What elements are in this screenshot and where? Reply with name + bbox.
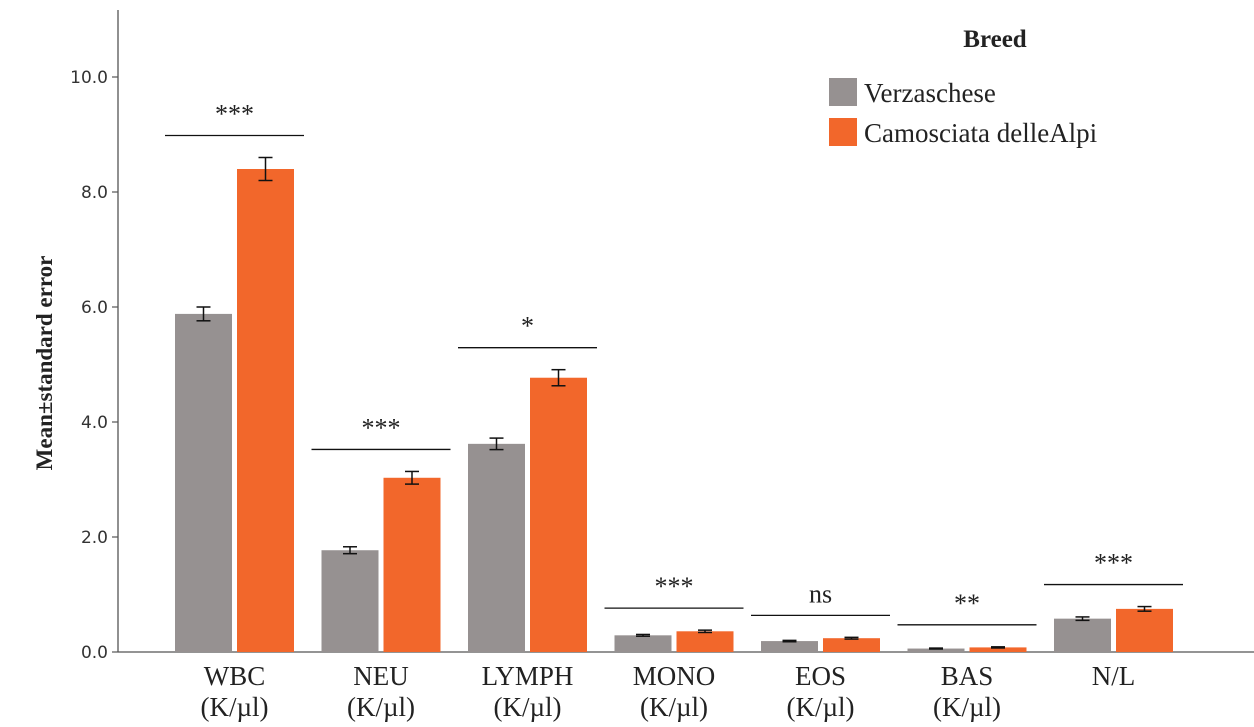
y-tick-label: 6.0 xyxy=(81,298,108,318)
y-axis-label: Mean±standard error xyxy=(32,256,57,471)
legend-title: Breed xyxy=(963,26,1027,53)
bar xyxy=(823,638,880,652)
category-unit-label: (K/µl) xyxy=(493,692,561,722)
category-label: EOS xyxy=(795,661,846,691)
y-tick-label: 4.0 xyxy=(81,413,108,433)
category-label: BAS xyxy=(941,661,994,691)
significance-label: * xyxy=(521,312,534,341)
bar xyxy=(614,635,672,652)
category-unit-label: (K/µl) xyxy=(200,692,268,722)
legend-swatch xyxy=(829,78,857,106)
bar xyxy=(907,648,965,652)
legend-label: Camosciata delleAlpi xyxy=(864,118,1097,148)
category-label: LYMPH xyxy=(482,661,574,691)
bar xyxy=(383,477,441,652)
bar xyxy=(761,641,818,652)
significance-annotations: ********** ns ***** xyxy=(165,100,1183,626)
significance-label: *** xyxy=(215,100,254,129)
category-unit-label: (K/µl) xyxy=(640,692,708,722)
category-label: MONO xyxy=(633,661,716,691)
category-unit-label: (K/µl) xyxy=(786,692,854,722)
category-label: WBC xyxy=(204,661,266,691)
category-label: NEU xyxy=(353,661,409,691)
bar xyxy=(321,550,379,652)
bar xyxy=(237,169,294,652)
legend-swatch xyxy=(829,118,857,146)
bar xyxy=(1054,618,1111,652)
legend-label: Verzaschese xyxy=(864,78,996,108)
significance-label: *** xyxy=(1094,549,1133,578)
significance-label: *** xyxy=(362,413,401,442)
bar xyxy=(969,647,1027,652)
category-label: N/L xyxy=(1092,661,1136,691)
bars xyxy=(175,169,1173,652)
significance-label: ns xyxy=(809,579,832,608)
error-bars xyxy=(196,156,1152,650)
category-labels: WBC(K/µl)NEU(K/µl)LYMPH(K/µl)MONO(K/µl)E… xyxy=(200,661,1135,722)
legend: Breed Verzaschese Camosciata delleAlpi xyxy=(829,26,1097,148)
category-unit-label: (K/µl) xyxy=(347,692,415,722)
y-tick-label: 2.0 xyxy=(81,528,108,548)
significance-label: *** xyxy=(655,572,694,601)
bar xyxy=(676,631,734,652)
bar xyxy=(468,443,525,652)
y-tick-label: 10.0 xyxy=(70,68,108,88)
bar xyxy=(530,377,587,652)
y-tick-label: 0.0 xyxy=(81,643,108,663)
bar xyxy=(1116,608,1173,652)
category-unit-label: (K/µl) xyxy=(933,692,1001,722)
y-tick-label: 8.0 xyxy=(81,183,108,203)
bar xyxy=(175,313,232,652)
significance-label: ** xyxy=(954,589,980,618)
